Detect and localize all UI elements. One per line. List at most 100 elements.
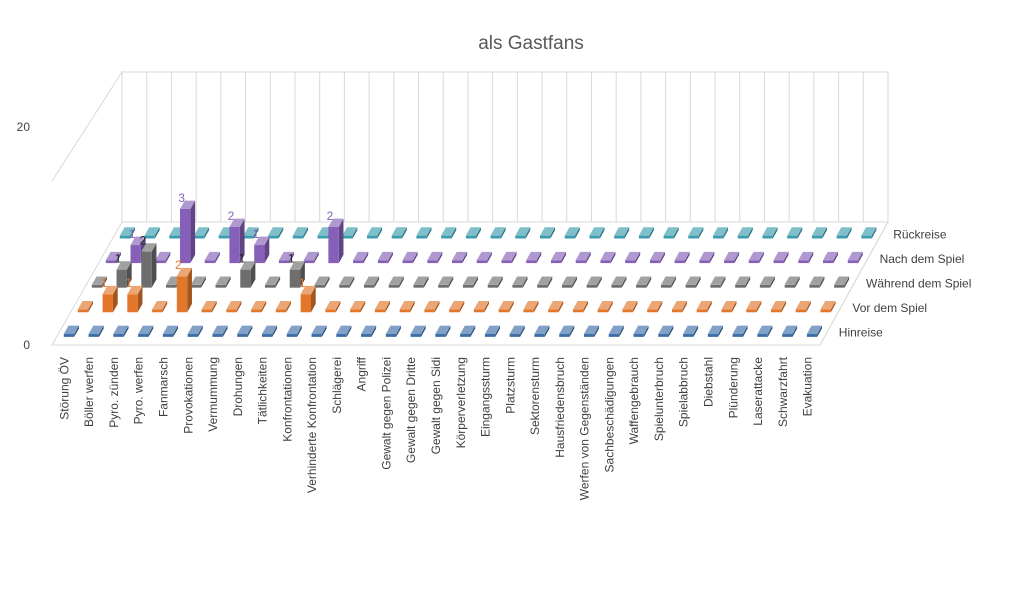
bar-top: [130, 236, 146, 246]
bar: [498, 301, 514, 313]
bar-front: [435, 334, 446, 337]
bar-front: [460, 334, 471, 337]
bar-top: [822, 251, 839, 261]
bar-top: [138, 325, 154, 335]
bar-top: [462, 276, 479, 285]
bar-side: [426, 227, 432, 239]
bar-top: [597, 301, 613, 310]
bar: [374, 301, 390, 313]
bar-front: [561, 284, 573, 288]
bar: 2: [327, 209, 344, 264]
bar-top: [732, 325, 748, 335]
bar-top: [410, 325, 426, 335]
bar: [119, 227, 135, 239]
bar: [847, 251, 863, 264]
bar: [663, 227, 679, 239]
bar-side: [410, 301, 415, 313]
bar-front: [452, 260, 463, 264]
bar-side: [742, 325, 748, 337]
bar-side: [597, 276, 602, 288]
bar: [251, 301, 267, 313]
bar-top: [608, 325, 624, 335]
bar-top: [622, 301, 638, 310]
bar: [152, 301, 168, 313]
bar-side: [770, 276, 775, 288]
bar-side: [783, 251, 789, 264]
bar-top: [179, 200, 196, 209]
bar-front: [130, 245, 141, 264]
bar-top: [328, 218, 344, 228]
category-label: Körperverletzung: [454, 357, 468, 448]
bar-front: [600, 260, 611, 264]
bar: [713, 227, 729, 239]
bar-front: [402, 260, 413, 264]
bar: [353, 251, 369, 264]
bar-front: [597, 309, 609, 313]
bar-front: [636, 284, 647, 288]
bar: [597, 301, 613, 313]
category-label: Vermummung: [206, 357, 220, 432]
bar-top: [460, 325, 476, 335]
data-label: 3: [178, 191, 185, 205]
bar-front: [215, 284, 226, 288]
bar-top: [512, 276, 528, 285]
bar-front: [190, 284, 202, 288]
bar-top: [663, 227, 679, 236]
bar-side: [204, 227, 210, 239]
bar-top: [611, 276, 627, 285]
bar-top: [265, 276, 281, 285]
bar-side: [643, 325, 649, 337]
bar-front: [688, 235, 699, 239]
bar-top: [683, 325, 699, 335]
category-label: Pyro. zünden: [107, 357, 121, 428]
bar: 1: [288, 251, 305, 288]
bar-front: [787, 235, 798, 239]
bar-front: [762, 235, 773, 239]
bar-top: [509, 325, 525, 335]
bar-front: [735, 284, 746, 288]
series-label: Hinreise: [839, 326, 883, 340]
bar-top: [688, 227, 704, 236]
bar-front: [811, 235, 823, 239]
bar: [699, 251, 715, 264]
bar-side: [599, 227, 605, 239]
bar-front: [834, 284, 845, 288]
bar-front: [229, 227, 240, 264]
bar: [523, 301, 539, 313]
bar: [683, 325, 699, 337]
data-label: 1: [299, 276, 306, 290]
bar-top: [292, 227, 308, 236]
bar-side: [363, 251, 369, 264]
bar-side: [847, 227, 852, 239]
bar-top: [674, 251, 690, 261]
bar: [586, 276, 602, 288]
bar-front: [614, 235, 625, 239]
bar: 3: [178, 191, 196, 264]
bar-front: [275, 309, 287, 313]
bar-top: [476, 251, 492, 261]
bar-side: [544, 325, 550, 337]
bar-top: [438, 276, 454, 285]
bar: [88, 325, 104, 337]
bar-side: [522, 276, 528, 288]
category-label: Diebstahl: [702, 357, 716, 407]
bar-top: [713, 227, 729, 236]
bar-front: [251, 309, 262, 313]
bar-side: [420, 325, 426, 337]
bar-front: [361, 334, 372, 337]
bar-side: [173, 325, 179, 337]
bar-top: [427, 251, 443, 261]
bar-side: [459, 301, 465, 313]
bar-side: [116, 251, 121, 264]
bar-side: [731, 301, 737, 313]
bar-top: [385, 325, 401, 335]
bar: [512, 276, 528, 288]
bar-side: [684, 251, 690, 264]
bar-side: [586, 251, 591, 264]
bar-top: [339, 276, 355, 285]
bar-side: [871, 227, 877, 239]
bar-side: [495, 325, 500, 337]
bar-top: [350, 301, 366, 310]
bar: 1: [299, 276, 316, 313]
bar: [782, 325, 798, 337]
